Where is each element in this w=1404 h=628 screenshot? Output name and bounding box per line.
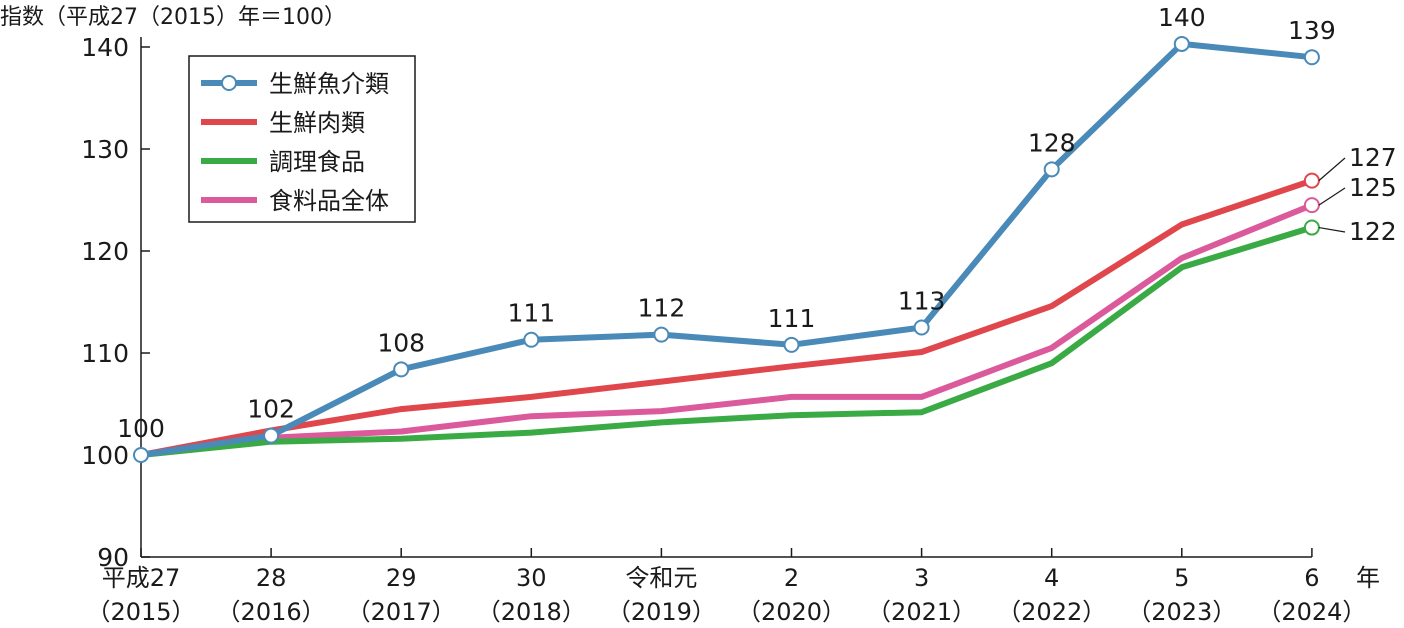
x-tick-sublabel: （2018） bbox=[477, 598, 586, 626]
data-point-marker bbox=[393, 361, 410, 378]
data-point-marker bbox=[1303, 197, 1320, 214]
series-line-1 bbox=[138, 177, 1315, 458]
x-tick-sublabel: （2015） bbox=[86, 598, 195, 626]
data-label: 102 bbox=[247, 395, 295, 424]
x-tick-label: 4 bbox=[1044, 564, 1059, 592]
series-line-2 bbox=[138, 224, 1315, 458]
series-line-0 bbox=[138, 40, 1315, 458]
data-label: 100 bbox=[117, 414, 165, 443]
data-point-marker bbox=[913, 319, 930, 336]
data-point-marker bbox=[1303, 219, 1320, 236]
data-point-marker bbox=[1303, 172, 1320, 189]
series-lines bbox=[133, 35, 1320, 463]
legend-label: 食料品全体 bbox=[269, 187, 389, 215]
x-tick-sublabel: （2016） bbox=[217, 598, 326, 626]
x-tick-label: 28 bbox=[256, 564, 287, 592]
x-tick-sublabel: （2024） bbox=[1257, 598, 1366, 626]
y-axis-title: 指数（平成27（2015）年＝100） bbox=[0, 5, 346, 30]
y-tick-label: 120 bbox=[81, 237, 129, 266]
legend-label: 調理食品 bbox=[269, 148, 365, 176]
y-tick-label: 100 bbox=[81, 441, 129, 470]
x-tick-label: 6 bbox=[1304, 564, 1319, 592]
y-tick-label: 110 bbox=[81, 339, 129, 368]
x-tick-label: 3 bbox=[914, 564, 929, 592]
x-tick-sublabel: （2023） bbox=[1127, 598, 1236, 626]
end-label: 127 bbox=[1349, 143, 1397, 172]
axes: 90 100 110 120 130 140 平成27 （2015） 28 （2016） 29 （20… bbox=[81, 33, 1366, 626]
y-tick-label: 130 bbox=[81, 135, 129, 164]
legend-label: 生鮮肉類 bbox=[269, 109, 365, 137]
legend-swatch-marker bbox=[221, 75, 237, 91]
end-label: 122 bbox=[1349, 217, 1397, 246]
data-point-marker bbox=[1043, 161, 1060, 178]
x-tick-label: 29 bbox=[386, 564, 417, 592]
data-label: 112 bbox=[638, 294, 686, 323]
legend-label: 生鮮魚介類 bbox=[269, 70, 389, 98]
data-point-marker bbox=[133, 447, 149, 463]
data-point-marker bbox=[653, 326, 670, 343]
end-label: 125 bbox=[1349, 173, 1397, 202]
x-tick-label: 5 bbox=[1174, 564, 1189, 592]
x-tick-sublabel: （2017） bbox=[347, 598, 456, 626]
data-point-marker bbox=[1303, 49, 1320, 66]
x-tick-sublabel: （2021） bbox=[867, 598, 976, 626]
data-point-marker bbox=[1173, 35, 1190, 52]
x-tick-label: 平成27 bbox=[102, 564, 181, 592]
leader-line bbox=[1318, 187, 1346, 206]
data-label: 113 bbox=[898, 287, 946, 316]
x-tick-label: 令和元 bbox=[625, 564, 697, 592]
x-tick-sublabel: （2022） bbox=[997, 598, 1106, 626]
x-axis-title: 年 bbox=[1356, 564, 1380, 592]
x-tick-sublabel: （2020） bbox=[737, 598, 846, 626]
x-tick-sublabel: （2019） bbox=[607, 598, 716, 626]
y-tick-label: 140 bbox=[81, 33, 129, 62]
leader-line bbox=[1318, 226, 1346, 233]
data-label: 139 bbox=[1288, 16, 1336, 45]
data-point-marker bbox=[523, 331, 540, 348]
x-tick-label: 30 bbox=[516, 564, 547, 592]
data-point-marker bbox=[783, 336, 800, 353]
data-label: 128 bbox=[1028, 128, 1076, 157]
x-tick-label: 2 bbox=[784, 564, 799, 592]
data-label: 108 bbox=[377, 328, 425, 357]
series-line-3 bbox=[138, 202, 1315, 458]
data-label: 140 bbox=[1158, 3, 1206, 32]
data-label: 111 bbox=[768, 304, 816, 333]
data-point-marker bbox=[263, 427, 280, 444]
data-label: 111 bbox=[507, 299, 555, 328]
leader-line bbox=[1318, 157, 1346, 182]
y-tick-label: 90 bbox=[97, 543, 129, 572]
